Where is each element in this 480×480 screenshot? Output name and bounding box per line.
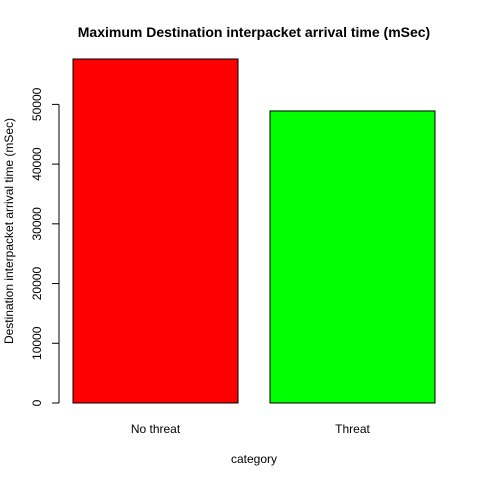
x-axis-label: category bbox=[231, 452, 277, 466]
y-tick-label: 30000 bbox=[30, 207, 44, 241]
bars-group bbox=[72, 58, 436, 404]
bar-no-threat bbox=[72, 58, 239, 404]
y-tick-label: 20000 bbox=[30, 267, 44, 301]
chart-title: Maximum Destination interpacket arrival … bbox=[78, 24, 430, 40]
y-axis-label: Destination interpacket arrival time (mS… bbox=[2, 118, 16, 344]
y-tick-label: 0 bbox=[30, 399, 44, 406]
y-tick-label: 50000 bbox=[30, 87, 44, 121]
x-tick-label: No threat bbox=[131, 422, 181, 436]
bar-threat bbox=[269, 110, 436, 404]
y-tick-label: 40000 bbox=[30, 147, 44, 181]
y-tick-label: 10000 bbox=[30, 326, 44, 360]
y-axis: 0 10000 20000 30000 40000 50000 bbox=[30, 87, 60, 406]
x-tick-label: Threat bbox=[335, 422, 370, 436]
x-tick-labels: No threat Threat bbox=[131, 422, 371, 436]
